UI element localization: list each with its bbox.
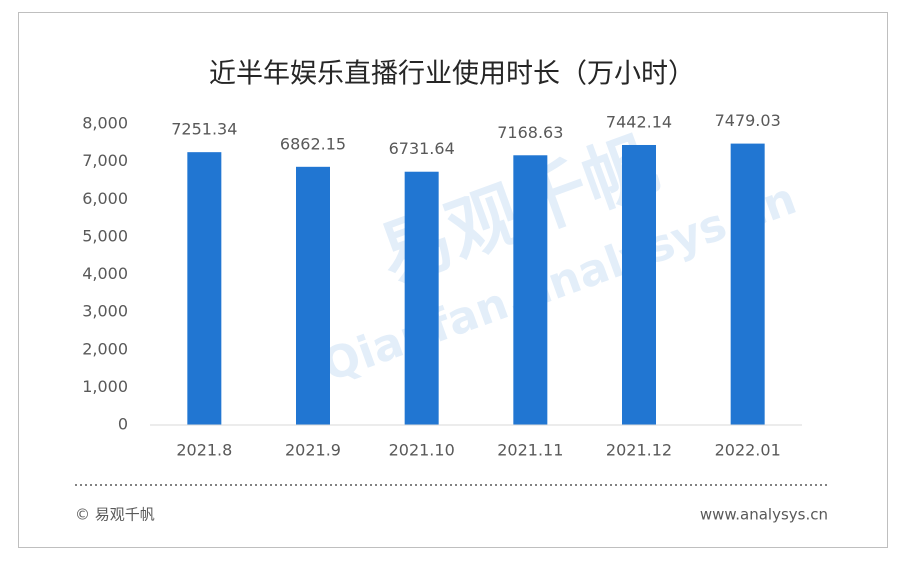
bar	[513, 155, 548, 426]
y-tick-label: 6,000	[82, 189, 128, 208]
bar	[622, 144, 656, 425]
x-tick-label: 2021.8	[176, 441, 232, 460]
y-tick-label: 5,000	[82, 226, 128, 245]
y-tick-label: 0	[118, 415, 128, 434]
value-label: 7168.63	[497, 123, 563, 142]
x-tick-label: 2021.10	[389, 441, 455, 460]
y-tick-label: 7,000	[82, 151, 128, 170]
y-tick-label: 4,000	[82, 264, 128, 283]
bar	[730, 143, 765, 425]
value-label: 7479.03	[715, 111, 781, 130]
chart-title: 近半年娱乐直播行业使用时长（万小时）	[209, 59, 695, 90]
value-label: 6731.64	[389, 139, 455, 158]
x-tick-label: 2021.11	[497, 441, 563, 460]
copyright: © 易观千帆	[75, 506, 155, 524]
value-label: 7251.34	[171, 120, 237, 139]
x-tick-label: 2022.01	[715, 441, 781, 460]
y-tick-label: 1,000	[82, 377, 128, 396]
x-tick-label: 2021.12	[606, 441, 672, 460]
x-tick-label: 2021.9	[285, 441, 341, 460]
bar	[187, 152, 222, 425]
source-url: www.analysys.cn	[700, 506, 828, 524]
value-label: 7442.14	[606, 112, 672, 131]
bar	[296, 166, 330, 426]
y-tick-label: 2,000	[82, 339, 128, 358]
value-label: 6862.15	[280, 134, 346, 153]
y-tick-label: 3,000	[82, 302, 128, 321]
bar	[404, 171, 439, 425]
y-tick-label: 8,000	[82, 114, 128, 133]
